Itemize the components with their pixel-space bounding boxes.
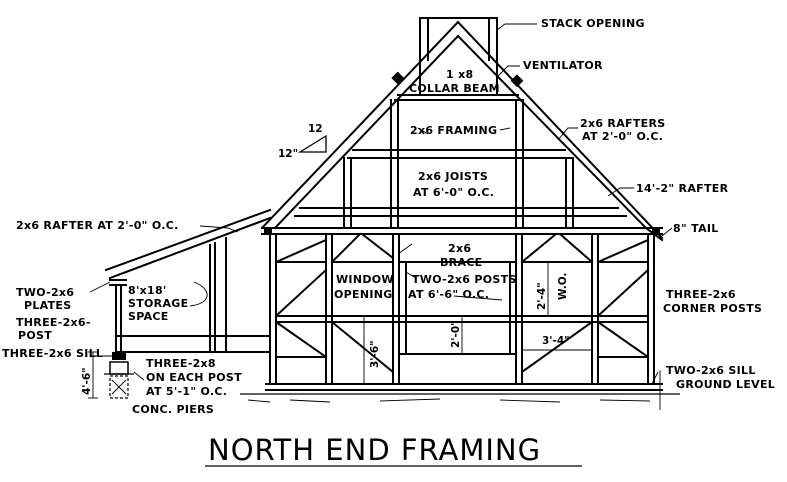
top-plate bbox=[261, 226, 664, 242]
label-post-size: THREE-2x6- bbox=[16, 316, 91, 329]
drawing-title: NORTH END FRAMING bbox=[208, 433, 541, 467]
label-post: POST bbox=[18, 329, 52, 342]
label-wo: W.O. bbox=[557, 273, 569, 300]
label-framing: 2x6 FRAMING bbox=[410, 124, 497, 137]
label-pitch-rise: 12" bbox=[278, 148, 298, 160]
label-stack-opening: STACK OPENING bbox=[541, 17, 645, 30]
label-corner-posts-size: THREE-2x6 bbox=[666, 288, 736, 301]
label-collar-beam: COLLAR BEAM bbox=[409, 82, 500, 95]
label-dim-3-6: 3'-6" bbox=[369, 340, 381, 368]
dimension-lines bbox=[88, 134, 592, 399]
label-dim-2-0: 2'-0" bbox=[450, 320, 462, 348]
label-conc-piers: CONC. PIERS bbox=[132, 403, 214, 416]
label-dim-4-6: 4'-6" bbox=[81, 367, 93, 395]
label-rafters-size: 2x6 RAFTERS bbox=[580, 117, 665, 130]
label-brace-size: 2x6 bbox=[448, 242, 471, 255]
collar-beam bbox=[394, 94, 523, 101]
gable-framing bbox=[294, 99, 627, 229]
label-each-post: ON EACH POST bbox=[146, 371, 242, 384]
label-ground-level: GROUND LEVEL bbox=[676, 378, 775, 391]
label-window-opening: OPENING bbox=[334, 288, 393, 301]
label-each-post-spacing: AT 5'-1" O.C. bbox=[146, 385, 227, 398]
ground-line bbox=[240, 370, 680, 410]
label-collar-beam-size: 1 x8 bbox=[446, 68, 473, 81]
label-storage-size: 8'x18' bbox=[128, 284, 167, 297]
label-posts-spacing: AT 6'-6" O.C. bbox=[408, 288, 489, 301]
label-posts-size: TWO-2x6 POSTS bbox=[412, 273, 517, 286]
shed-framing bbox=[104, 208, 272, 399]
label-joists-size: 2x6 JOISTS bbox=[418, 170, 488, 183]
label-storage-space: SPACE bbox=[128, 310, 169, 323]
label-storage: STORAGE bbox=[128, 297, 188, 310]
label-corner-posts: CORNER POSTS bbox=[663, 302, 762, 315]
stack bbox=[419, 17, 498, 96]
label-tail: 8" TAIL bbox=[673, 222, 719, 235]
label-brace: BRACE bbox=[440, 256, 482, 269]
label-each-post-size: THREE-2x8 bbox=[146, 357, 216, 370]
label-dim-3-4: 3'-4" bbox=[542, 335, 570, 347]
label-rafter-length: 14'-2" RAFTER bbox=[636, 182, 729, 195]
label-plates-size: TWO-2x6 bbox=[16, 286, 74, 299]
label-plates: PLATES bbox=[24, 299, 71, 312]
label-sill-right: TWO-2x6 SILL bbox=[666, 364, 756, 377]
label-rafters-spacing: AT 2'-0" O.C. bbox=[582, 130, 663, 143]
leader-lines bbox=[89, 23, 673, 385]
label-pitch-run: 12 bbox=[308, 123, 323, 135]
label-wo-height: 2'-4" bbox=[536, 282, 548, 310]
label-sill-left: THREE-2x6 SILL bbox=[2, 347, 103, 360]
label-shed-rafter: 2x6 RAFTER AT 2'-0" O.C. bbox=[16, 219, 179, 232]
label-window: WINDOW bbox=[336, 273, 394, 286]
main-rafters bbox=[260, 20, 664, 240]
label-joists-spacing: AT 6'-0" O.C. bbox=[413, 186, 494, 199]
label-ventilator: VENTILATOR bbox=[523, 59, 603, 72]
